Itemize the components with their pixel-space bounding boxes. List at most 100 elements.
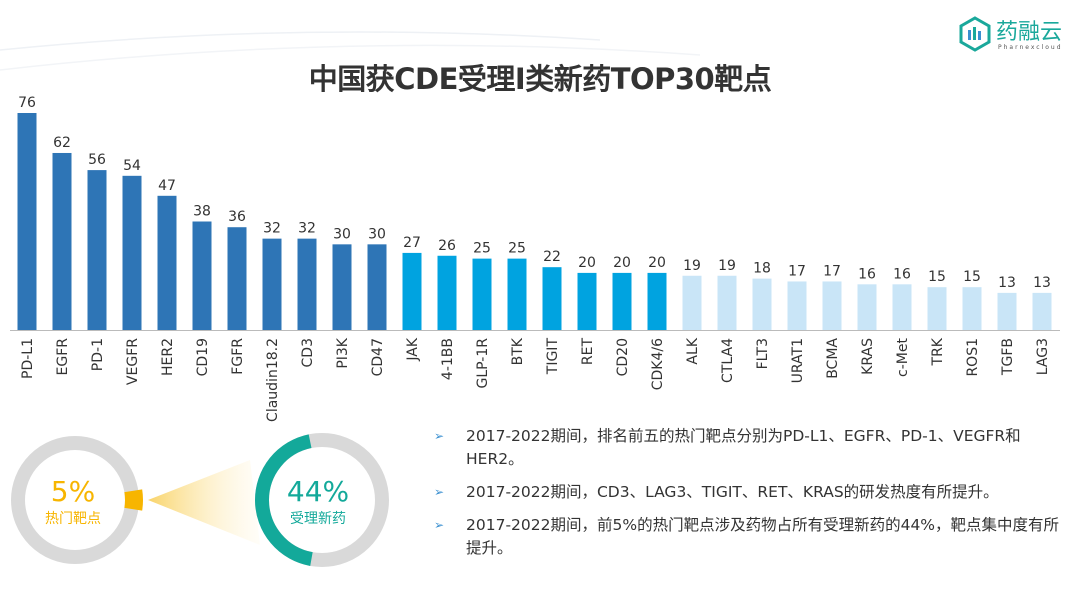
data-label: 22 [543, 249, 561, 265]
bar-BTK [507, 258, 527, 330]
bar-CD20 [612, 272, 632, 330]
connector-fan [148, 460, 260, 545]
data-label: 32 [263, 221, 281, 237]
bar-RET [577, 272, 597, 330]
x-tick-label: BTK [510, 337, 526, 365]
bar-GLP-1R [472, 258, 492, 330]
x-tick-label: VEGFR [125, 338, 141, 385]
bar-CTLA4 [717, 275, 737, 330]
data-label: 38 [193, 204, 211, 220]
bullet-text: 2017-2022期间，CD3、LAG3、TIGIT、RET、KRAS的研发热度… [466, 483, 999, 501]
data-label: 16 [858, 266, 876, 282]
x-tick-label: EGFR [55, 338, 71, 376]
bar-ROS1 [962, 287, 982, 330]
x-tick-label: 4-1BB [440, 338, 456, 380]
bar-CD3 [297, 238, 317, 330]
bar-TIGIT [542, 267, 562, 330]
data-label: 76 [18, 95, 36, 111]
x-tick-label: FGFR [230, 338, 246, 375]
x-tick-label: CD20 [615, 338, 631, 376]
left-donut-text: 5% 热门靶点 [13, 475, 133, 528]
x-tick-label: HER2 [160, 338, 176, 376]
bar-VEGFR [122, 175, 142, 330]
logo-subtitle: Pharnexcloud [998, 44, 1063, 51]
bar-EGFR [52, 152, 72, 330]
bullet-text: 2017-2022期间，排名前五的热门靶点分别为PD-L1、EGFR、PD-1、… [466, 427, 1021, 468]
x-tick-label: CD47 [370, 338, 386, 376]
logo-name: 药融云 [996, 20, 1063, 45]
x-tick-label: GLP-1R [475, 338, 491, 389]
bar-LAG3 [1032, 292, 1052, 330]
bar-PI3K [332, 244, 352, 330]
x-tick-label: RET [580, 338, 596, 366]
bar-FLT3 [752, 278, 772, 330]
decorative-lines [0, 31, 701, 71]
bar-KRAS [857, 284, 877, 330]
donut-comparison [11, 433, 389, 567]
x-tick-label: TGFB [1000, 338, 1016, 376]
x-tick-label: KRAS [860, 338, 876, 375]
bullet-list: ➢ 2017-2022期间，排名前五的热门靶点分别为PD-L1、EGFR、PD-1… [430, 425, 1070, 570]
bullet-item: ➢ 2017-2022期间，CD3、LAG3、TIGIT、RET、KRAS的研发热… [430, 481, 1070, 504]
bar-FGFR [227, 227, 247, 330]
data-label: 16 [893, 266, 911, 282]
x-tick-label: TIGIT [545, 338, 561, 376]
bar-Claudin18.2 [262, 238, 282, 330]
x-tick-label: CDK4/6 [650, 338, 666, 390]
x-tick-label: ALK [685, 337, 701, 364]
right-donut-segment [255, 434, 313, 566]
bar-TGFB [997, 292, 1017, 330]
data-label: 20 [578, 255, 596, 271]
logo-icon [959, 16, 991, 52]
data-label: 19 [718, 258, 736, 274]
page-title: 中国获CDE受理I类新药TOP30靶点 [308, 62, 772, 96]
x-tick-label: URAT1 [790, 338, 806, 383]
bar-chart: 76 PD-L1 62 EGFR 56 PD-1 54 VEGFR 47 HER2 38 CD19 36… [10, 95, 1060, 422]
chevron-right-icon: ➢ [434, 485, 445, 499]
bar-PD-1 [87, 170, 107, 330]
bullet-text: 2017-2022期间，前5%的热门靶点涉及药物占所有受理新药的44%，靶点集中… [466, 516, 1060, 557]
data-label: 17 [823, 263, 841, 279]
x-tick-label: CD3 [300, 338, 316, 367]
bar-c-Met [892, 284, 912, 330]
data-label: 17 [788, 263, 806, 279]
data-label: 54 [123, 158, 141, 174]
bar-BCMA [822, 281, 842, 330]
bullet-item: ➢ 2017-2022期间，排名前五的热门靶点分别为PD-L1、EGFR、PD-1… [430, 425, 1070, 471]
data-label: 36 [228, 209, 246, 225]
x-tick-label: CD19 [195, 338, 211, 376]
x-tick-label: PD-L1 [20, 338, 36, 379]
x-tick-label: PD-1 [90, 338, 106, 371]
x-tick-label: c-Met [895, 337, 911, 376]
data-label: 20 [648, 255, 666, 271]
logo: 药融云 Pharnexcloud [958, 14, 1078, 54]
x-tick-label: CTLA4 [720, 338, 736, 383]
data-label: 13 [998, 275, 1016, 291]
bar-CDK4/6 [647, 272, 667, 330]
bar-HER2 [157, 195, 177, 330]
right-donut-text: 44% 受理新药 [258, 475, 378, 528]
chevron-right-icon: ➢ [434, 429, 445, 443]
right-donut-value: 44% [286, 475, 350, 508]
bar-CD19 [192, 221, 212, 330]
bar-URAT1 [787, 281, 807, 330]
data-label: 26 [438, 238, 456, 254]
x-tick-label: PI3K [335, 337, 351, 368]
bar-ALK [682, 275, 702, 330]
data-label: 47 [158, 178, 176, 194]
data-label: 56 [88, 152, 106, 168]
bar-PD-L1 [17, 113, 37, 330]
x-tick-label: Claudin18.2 [265, 338, 281, 422]
data-label: 27 [403, 235, 421, 251]
x-tick-label: ROS1 [965, 338, 981, 377]
bar-CD47 [367, 244, 387, 330]
bar-TRK [927, 287, 947, 330]
data-label: 20 [613, 255, 631, 271]
data-label: 25 [473, 241, 491, 257]
left-donut-value: 5% [50, 475, 96, 508]
bullet-item: ➢ 2017-2022期间，前5%的热门靶点涉及药物占所有受理新药的44%，靶点集… [430, 514, 1070, 560]
chevron-right-icon: ➢ [434, 518, 445, 532]
bar-JAK [402, 252, 422, 330]
x-tick-label: LAG3 [1035, 338, 1051, 375]
left-donut-label: 热门靶点 [45, 511, 101, 527]
